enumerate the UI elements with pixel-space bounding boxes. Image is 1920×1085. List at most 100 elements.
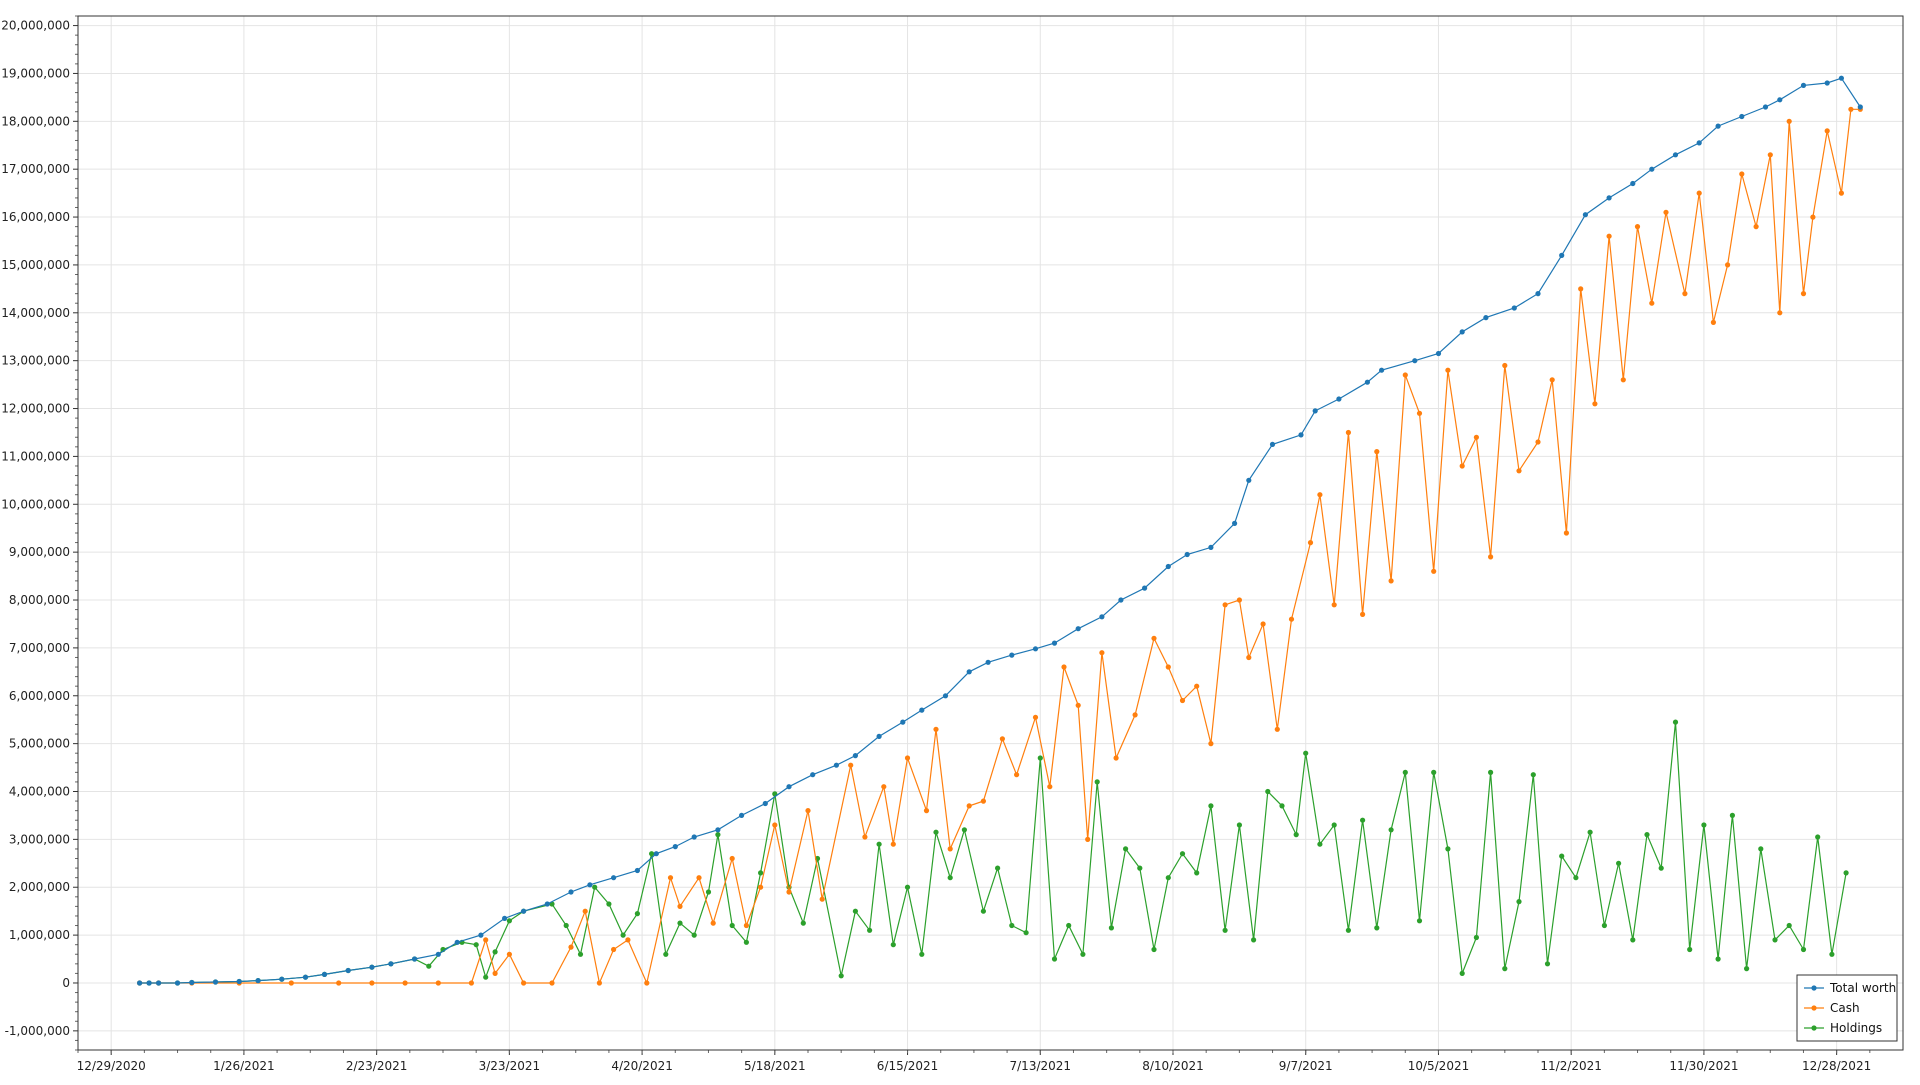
data-point (1317, 841, 1323, 847)
data-point (611, 875, 617, 881)
data-point (435, 980, 441, 986)
data-point (999, 736, 1006, 742)
data-point (1208, 803, 1214, 809)
data-point (255, 978, 261, 984)
data-point (212, 979, 219, 985)
data-point (1810, 214, 1816, 220)
data-point (1269, 441, 1276, 447)
data-point (506, 918, 512, 924)
data-point (966, 669, 972, 675)
data-point (1374, 925, 1380, 931)
data-point (454, 939, 460, 945)
data-point (1663, 209, 1669, 215)
data-point (852, 753, 859, 759)
data-point (1582, 212, 1588, 218)
data-point (1715, 956, 1721, 962)
data-point (1307, 540, 1314, 546)
data-point (715, 832, 721, 838)
data-point (1094, 779, 1100, 785)
data-point (923, 808, 930, 814)
data-point (919, 707, 925, 713)
data-point (1502, 362, 1508, 369)
data-point (1857, 104, 1863, 110)
data-point (1303, 750, 1309, 756)
data-point (1459, 463, 1465, 469)
data-point (800, 920, 806, 926)
data-point (1037, 755, 1043, 761)
data-point (1416, 410, 1423, 416)
y-tick-label: 5,000,000 (9, 737, 70, 751)
data-point (1535, 439, 1541, 445)
data-point (995, 865, 1001, 871)
data-point (1843, 870, 1849, 876)
y-tick-label: 18,000,000 (1, 114, 70, 128)
data-point (1658, 865, 1664, 871)
data-point (321, 971, 328, 978)
data-point (468, 980, 474, 986)
data-point (1777, 97, 1783, 103)
data-point (1459, 970, 1465, 977)
y-tick-label: 19,000,000 (1, 66, 70, 80)
y-tick-label: 7,000,000 (9, 641, 70, 655)
data-point (1587, 829, 1593, 835)
data-point (1118, 597, 1124, 603)
x-tick-label: 6/15/2021 (877, 1059, 939, 1073)
data-point (1715, 123, 1721, 129)
data-point (1620, 377, 1626, 383)
data-point (1687, 946, 1693, 953)
data-point (236, 978, 242, 985)
legend-marker (1811, 1025, 1817, 1031)
data-point (663, 951, 669, 957)
data-point (1360, 611, 1366, 618)
legend-item: Holdings (1804, 1021, 1882, 1035)
data-point (1222, 602, 1228, 608)
data-point (620, 932, 626, 938)
data-point (1123, 846, 1129, 852)
data-point (1075, 702, 1081, 708)
data-point (1473, 434, 1479, 440)
data-point (1402, 372, 1408, 378)
data-point (634, 911, 641, 917)
y-tick-label: 10,000,000 (1, 497, 70, 511)
data-point (1051, 640, 1058, 646)
y-tick-label: 16,000,000 (1, 210, 70, 224)
data-point (919, 951, 925, 957)
data-point (1777, 310, 1783, 316)
data-point (1151, 946, 1157, 953)
data-point (1592, 401, 1598, 407)
data-point (904, 884, 911, 890)
data-point (1374, 449, 1380, 455)
data-point (1824, 128, 1830, 134)
legend: Total worth Cash Holdings (1796, 974, 1898, 1042)
data-point (521, 908, 527, 914)
data-point (1535, 291, 1541, 297)
data-point (1815, 834, 1821, 840)
x-tick-label: 7/13/2021 (1010, 1059, 1072, 1073)
data-point (596, 980, 603, 986)
data-point (1578, 286, 1584, 292)
x-tick-label: 9/7/2021 (1279, 1059, 1333, 1073)
data-point (710, 920, 716, 926)
data-point (1544, 961, 1551, 967)
data-point (947, 846, 953, 852)
data-point (691, 932, 697, 938)
x-tick-label: 11/30/2021 (1669, 1059, 1738, 1073)
data-point (1331, 602, 1337, 608)
data-point (1364, 379, 1370, 385)
data-point (1744, 966, 1750, 972)
data-point (933, 829, 939, 835)
data-point (146, 980, 152, 986)
data-point (1142, 585, 1148, 591)
data-point (848, 762, 854, 768)
legend-label: Holdings (1830, 1021, 1882, 1035)
data-point (1634, 224, 1641, 230)
data-point (1753, 224, 1759, 230)
data-point (1431, 568, 1437, 574)
data-point (1222, 927, 1228, 933)
data-point (1023, 930, 1029, 936)
data-point (1786, 118, 1792, 124)
data-point (1701, 822, 1707, 828)
data-point (1573, 875, 1579, 881)
data-point (1009, 922, 1015, 929)
